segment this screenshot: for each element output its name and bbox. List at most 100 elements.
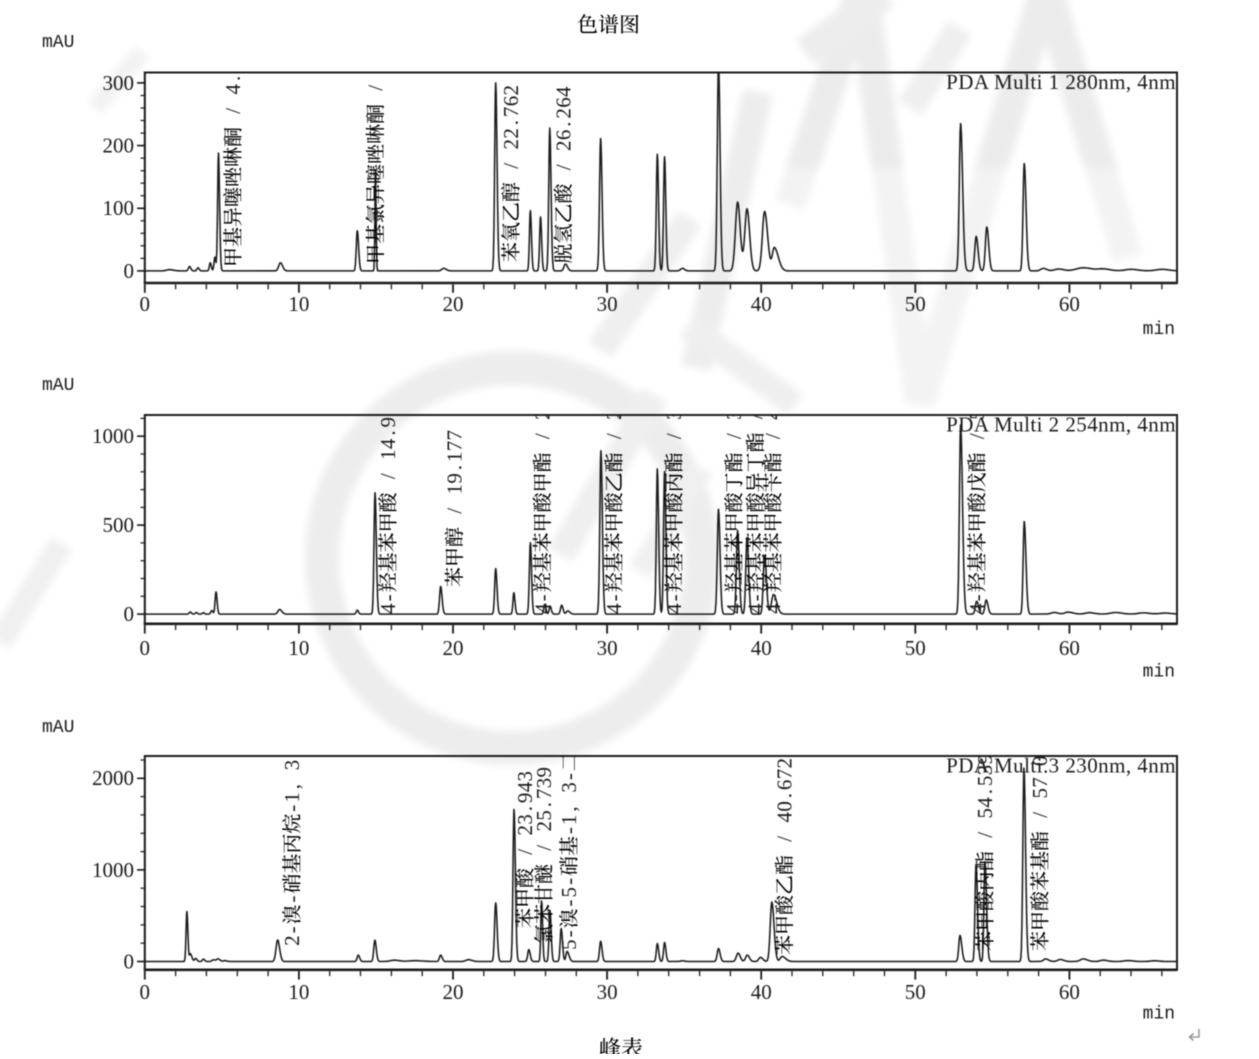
svg-text:10: 10	[288, 636, 309, 660]
svg-text:5: 5	[973, 776, 997, 787]
svg-text:40: 40	[751, 292, 772, 316]
svg-text:7: 7	[443, 441, 467, 452]
svg-text:-: -	[602, 594, 626, 601]
svg-text:200: 200	[103, 134, 135, 158]
svg-text:6: 6	[552, 130, 576, 141]
svg-text:1: 1	[557, 815, 581, 826]
svg-text:-: -	[662, 594, 686, 601]
svg-text:2: 2	[552, 140, 576, 151]
svg-text:3: 3	[973, 765, 997, 776]
svg-text:4: 4	[221, 83, 245, 94]
svg-text:-: -	[744, 594, 768, 601]
svg-text:5: 5	[973, 808, 997, 819]
svg-text:2: 2	[499, 128, 523, 139]
svg-text:40: 40	[751, 636, 772, 660]
svg-text:/: /	[662, 433, 686, 439]
svg-text:30: 30	[597, 636, 618, 660]
svg-text:0: 0	[1028, 756, 1052, 767]
svg-text:2: 2	[280, 935, 304, 946]
svg-text:2: 2	[499, 139, 523, 150]
svg-text:/: /	[376, 473, 400, 479]
svg-text:/: /	[761, 433, 785, 439]
svg-text:/: /	[973, 832, 997, 838]
svg-text:2000: 2000	[92, 766, 134, 790]
svg-text:PDA Multi 1 280nm, 4nm: PDA Multi 1 280nm, 4nm	[946, 70, 1176, 94]
svg-text:60: 60	[1059, 292, 1080, 316]
svg-text:3: 3	[513, 771, 537, 782]
svg-text:/: /	[1028, 812, 1052, 818]
svg-text:7: 7	[499, 107, 523, 118]
svg-text:/: /	[744, 413, 768, 419]
svg-text:20: 20	[443, 636, 464, 660]
svg-text:/: /	[513, 849, 537, 855]
svg-text:2: 2	[531, 409, 555, 420]
svg-text:,: ,	[557, 806, 581, 811]
svg-text:.: .	[773, 793, 797, 798]
svg-text:7: 7	[773, 769, 797, 780]
svg-text:0: 0	[140, 980, 151, 1004]
svg-text:-: -	[557, 773, 581, 780]
svg-text:4: 4	[965, 603, 989, 614]
svg-text:4: 4	[602, 603, 626, 614]
svg-text:3: 3	[722, 409, 746, 420]
svg-text:1: 1	[443, 484, 467, 495]
svg-text:/: /	[965, 433, 989, 439]
svg-text:60: 60	[1059, 636, 1080, 660]
svg-text:/: /	[531, 433, 555, 439]
svg-text:9: 9	[376, 417, 400, 428]
svg-text:/: /	[221, 108, 245, 114]
svg-text:2: 2	[773, 758, 797, 769]
svg-text:7: 7	[1028, 777, 1052, 788]
svg-text:10: 10	[288, 292, 309, 316]
svg-text:/: /	[602, 433, 626, 439]
svg-text:10: 10	[288, 980, 309, 1004]
svg-text:-: -	[280, 751, 304, 758]
svg-text:1: 1	[376, 449, 400, 460]
svg-text:0: 0	[124, 259, 135, 283]
svg-text:mAU: mAU	[42, 718, 74, 738]
svg-text:6: 6	[499, 96, 523, 107]
svg-text:.: .	[552, 121, 576, 126]
svg-text:5: 5	[532, 810, 556, 821]
svg-text:/: /	[532, 845, 556, 851]
svg-text:9: 9	[532, 767, 556, 778]
svg-text:20: 20	[443, 980, 464, 1004]
svg-text:-: -	[376, 594, 400, 601]
svg-text:0: 0	[773, 801, 797, 812]
svg-text:.: .	[443, 465, 467, 470]
svg-text:4: 4	[722, 603, 746, 614]
svg-text:2: 2	[602, 409, 626, 420]
svg-text:2: 2	[499, 85, 523, 96]
svg-text:-: -	[280, 896, 304, 903]
svg-text:-: -	[557, 827, 581, 834]
svg-text:5: 5	[557, 939, 581, 950]
svg-text:4: 4	[744, 603, 768, 614]
svg-text:100: 100	[103, 196, 135, 220]
svg-text:.: .	[221, 76, 245, 81]
svg-text:mAU: mAU	[42, 33, 74, 53]
svg-text:5: 5	[557, 887, 581, 898]
svg-text:9: 9	[973, 754, 997, 765]
svg-text:2: 2	[532, 821, 556, 832]
svg-text:30: 30	[597, 980, 618, 1004]
svg-text:min: min	[1143, 663, 1175, 683]
svg-text:60: 60	[1059, 980, 1080, 1004]
svg-text:4: 4	[662, 603, 686, 614]
svg-text:min: min	[1143, 320, 1175, 340]
svg-text:7: 7	[532, 789, 556, 800]
svg-text:,: ,	[280, 784, 304, 789]
svg-text:500: 500	[103, 513, 135, 537]
svg-text:mAU: mAU	[42, 376, 74, 396]
svg-text:20: 20	[443, 292, 464, 316]
svg-text:/: /	[722, 433, 746, 439]
svg-text:4: 4	[552, 86, 576, 97]
svg-text:3: 3	[662, 409, 686, 420]
svg-text:1000: 1000	[92, 858, 134, 882]
svg-text:4: 4	[773, 811, 797, 822]
svg-text:3: 3	[280, 760, 304, 771]
svg-text:4: 4	[376, 603, 400, 614]
svg-text:40: 40	[751, 980, 772, 1004]
svg-text:50: 50	[905, 636, 926, 660]
svg-text:-: -	[557, 930, 581, 937]
svg-text:50: 50	[905, 980, 926, 1004]
